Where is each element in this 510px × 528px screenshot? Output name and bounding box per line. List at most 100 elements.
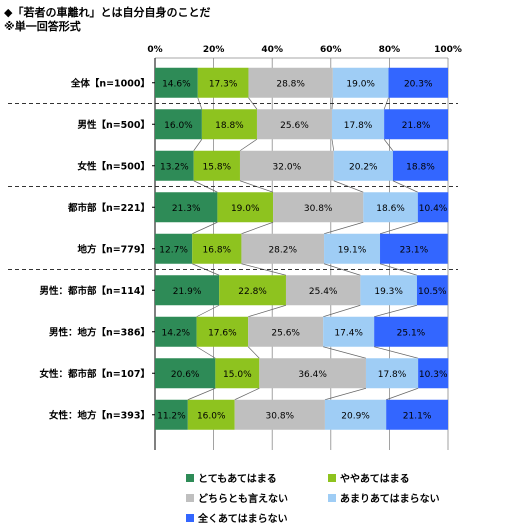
series-connector — [248, 304, 287, 318]
series-connector — [241, 221, 274, 235]
legend-label-5: 全くあてはまらない — [198, 514, 288, 525]
data-label: 17.8% — [378, 370, 407, 380]
series-connector — [196, 346, 216, 359]
legend-item-2: ややあてはまる — [328, 470, 410, 485]
bar-segment — [324, 399, 387, 430]
data-label: 20.3% — [404, 79, 433, 89]
legend-label-1: とてもあてはまる — [198, 474, 277, 485]
category-label: 男性：都市部【n=114】 — [39, 285, 150, 297]
data-label: 17.3% — [209, 79, 238, 89]
series-connector — [323, 221, 364, 235]
data-label: 25.4% — [309, 287, 338, 297]
series-connector — [374, 346, 419, 359]
legend-label-4: あまりあてはまらない — [340, 494, 440, 505]
legend: とてもあてはまる ややあてはまる どちらとも言えない あまりあてはまらない 全く… — [178, 462, 478, 525]
data-label: 21.1% — [403, 411, 432, 421]
bar-segment — [234, 399, 325, 430]
series-connector — [239, 138, 258, 152]
bar-segment — [155, 275, 220, 306]
x-tick-label: 80% — [379, 45, 401, 55]
legend-swatch-4 — [328, 493, 336, 502]
legend-label-2: ややあてはまる — [340, 474, 410, 485]
bar-segment — [155, 192, 218, 223]
data-label: 23.1% — [400, 245, 429, 255]
bar-segment — [285, 275, 361, 306]
bar-segment — [187, 399, 235, 430]
bar-segment — [192, 233, 242, 264]
series-connector — [193, 139, 203, 151]
bar-segment — [215, 358, 260, 389]
series-connector — [192, 221, 218, 235]
category-label: 女性【n=500】 — [77, 160, 150, 172]
category-label: 都市部【n=221】 — [67, 202, 150, 214]
data-label: 10.5% — [418, 287, 447, 297]
bar-segment — [196, 316, 249, 347]
data-label: 18.8% — [406, 162, 435, 172]
legend-item-3: どちらとも言えない — [186, 490, 288, 505]
legend-swatch-5 — [186, 513, 194, 522]
bar-segment — [380, 233, 448, 264]
data-label: 25.6% — [280, 121, 309, 131]
data-label: 21.9% — [173, 287, 202, 297]
data-label: 11.2% — [157, 411, 186, 421]
bar-segment — [384, 109, 448, 140]
bar-segment — [155, 358, 216, 389]
data-label: 17.4% — [334, 328, 363, 338]
bar-segment — [219, 275, 286, 306]
data-label: 14.2% — [162, 328, 191, 338]
data-label: 16.0% — [197, 411, 226, 421]
category-label: 女性：地方【n=393】 — [49, 409, 150, 421]
stacked-bar-chart: 0% 20% 40% 60% 80% 100% 全体【n=1000】 14.6% 17.3% 28… — [8, 45, 462, 450]
bar-segment — [416, 275, 448, 306]
legend-swatch-1 — [186, 473, 194, 482]
bar-segment — [418, 358, 449, 389]
series-connector — [247, 346, 260, 359]
data-label: 28.2% — [268, 245, 297, 255]
data-label: 21.8% — [402, 121, 431, 131]
series-connector — [234, 387, 260, 401]
data-label: 25.6% — [271, 328, 300, 338]
bar-segment — [333, 150, 393, 181]
data-label: 10.3% — [419, 370, 448, 380]
data-label: 30.8% — [304, 204, 333, 214]
x-tick-label: 20% — [203, 45, 225, 55]
bar-segment — [155, 233, 193, 264]
series-connector — [323, 263, 361, 276]
bar-segment — [360, 275, 417, 306]
data-label: 20.9% — [341, 411, 370, 421]
bar-segment — [323, 316, 375, 347]
data-label: 16.0% — [164, 121, 193, 131]
bar-segment — [388, 67, 448, 98]
data-label: 15.8% — [203, 162, 232, 172]
bar-segment — [374, 316, 448, 347]
x-tick-label: 0% — [147, 45, 162, 55]
bar-segment — [386, 399, 448, 430]
bar-segment — [248, 67, 333, 98]
series-connector — [196, 304, 220, 318]
data-label: 12.7% — [159, 245, 188, 255]
data-label: 19.0% — [346, 79, 375, 89]
data-label: 25.1% — [397, 328, 426, 338]
bar-segment — [155, 316, 197, 347]
series-connector — [379, 221, 418, 235]
bar-segment — [201, 109, 257, 140]
bar-segment — [259, 358, 366, 389]
data-label: 15.0% — [223, 370, 252, 380]
series-connector — [187, 387, 216, 401]
series-connector — [323, 346, 367, 359]
data-label: 18.6% — [376, 204, 405, 214]
category-label: 地方【n=779】 — [77, 243, 150, 255]
legend-item-4: あまりあてはまらない — [328, 490, 440, 505]
bar-segment — [324, 233, 381, 264]
bar-segment — [331, 109, 385, 140]
series-connector — [323, 304, 361, 318]
data-label: 36.4% — [298, 370, 327, 380]
x-tick-label: 60% — [320, 45, 342, 55]
data-label: 32.0% — [273, 162, 302, 172]
bar-segment — [365, 358, 419, 389]
legend-item-1: とてもあてはまる — [186, 470, 277, 485]
series-connector — [392, 180, 418, 193]
category-label: 男性：地方【n=386】 — [49, 326, 150, 338]
data-label: 19.1% — [338, 245, 367, 255]
chart-title: ◆「若者の車離れ」とは自分自身のことだ — [4, 6, 211, 19]
